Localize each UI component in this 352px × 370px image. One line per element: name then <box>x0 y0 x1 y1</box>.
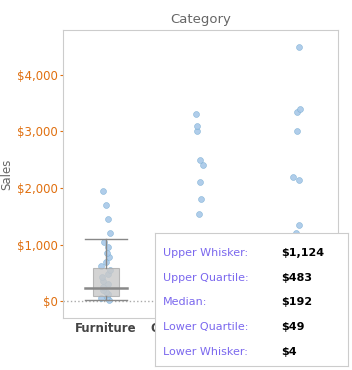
Point <box>103 202 109 208</box>
Point <box>100 188 105 194</box>
Point <box>297 288 303 294</box>
Bar <box>187 274 214 299</box>
Point <box>104 250 110 256</box>
Point <box>201 162 206 168</box>
Point <box>103 259 109 265</box>
Point <box>195 123 200 129</box>
Text: Lower Whisker:: Lower Whisker: <box>163 347 247 357</box>
Point <box>296 260 302 266</box>
Point <box>195 297 201 303</box>
Text: $192: $192 <box>281 297 312 307</box>
Point <box>294 109 300 115</box>
Point <box>295 291 300 297</box>
Point <box>291 293 297 299</box>
Point <box>198 297 204 303</box>
Point <box>199 293 205 299</box>
Point <box>296 176 301 182</box>
Point <box>99 295 104 301</box>
Point <box>105 294 110 300</box>
Point <box>194 287 199 293</box>
Point <box>291 286 296 292</box>
Point <box>194 295 199 301</box>
Point <box>291 274 296 280</box>
Point <box>201 294 206 300</box>
Point <box>105 245 111 250</box>
Bar <box>282 276 309 298</box>
Point <box>290 295 295 300</box>
Point <box>100 278 106 284</box>
Point <box>106 281 111 287</box>
Point <box>196 285 202 291</box>
Point <box>290 249 296 255</box>
Point <box>297 106 303 112</box>
Point <box>199 289 204 295</box>
Text: Lower Quartile:: Lower Quartile: <box>163 322 248 332</box>
Point <box>296 44 302 50</box>
Text: $1,124: $1,124 <box>281 248 324 258</box>
Point <box>194 266 199 272</box>
Text: Median:: Median: <box>163 297 207 307</box>
Point <box>202 282 208 288</box>
Point <box>106 254 112 260</box>
Point <box>105 271 111 277</box>
Point <box>297 296 303 302</box>
Point <box>293 254 298 260</box>
Point <box>196 211 202 216</box>
Text: $49: $49 <box>281 322 304 332</box>
Point <box>198 243 203 249</box>
Point <box>291 269 297 275</box>
Point <box>197 157 203 163</box>
Text: $4: $4 <box>281 347 296 357</box>
Point <box>106 297 111 303</box>
Point <box>293 237 299 243</box>
Point <box>196 298 201 304</box>
Point <box>99 275 105 280</box>
Point <box>294 297 300 303</box>
Point <box>201 272 207 278</box>
Point <box>289 282 295 288</box>
Text: Upper Whisker:: Upper Whisker: <box>163 248 248 258</box>
Point <box>101 287 106 293</box>
Y-axis label: Sales: Sales <box>0 158 13 189</box>
Point <box>201 276 207 282</box>
Point <box>198 255 204 261</box>
Point <box>194 111 199 117</box>
Text: Upper Quartile:: Upper Quartile: <box>163 273 248 283</box>
Point <box>194 279 199 285</box>
Point <box>199 249 205 255</box>
Point <box>107 231 113 236</box>
Point <box>294 128 299 134</box>
Point <box>199 292 205 297</box>
Point <box>293 231 298 236</box>
Point <box>199 261 205 267</box>
Text: $483: $483 <box>281 273 312 283</box>
Point <box>291 174 296 180</box>
Bar <box>93 268 119 296</box>
Point <box>294 243 300 249</box>
Point <box>196 236 201 242</box>
Point <box>194 128 200 134</box>
Point <box>296 222 302 228</box>
Point <box>197 179 202 185</box>
Point <box>99 263 104 269</box>
Point <box>105 216 111 222</box>
Point <box>295 265 300 271</box>
Point <box>297 298 302 304</box>
Point <box>106 292 111 297</box>
Point <box>100 284 106 290</box>
Point <box>107 267 113 273</box>
Point <box>103 289 109 295</box>
Point <box>291 279 297 285</box>
Point <box>199 196 204 202</box>
Title: Category: Category <box>170 13 231 26</box>
Point <box>101 239 107 245</box>
